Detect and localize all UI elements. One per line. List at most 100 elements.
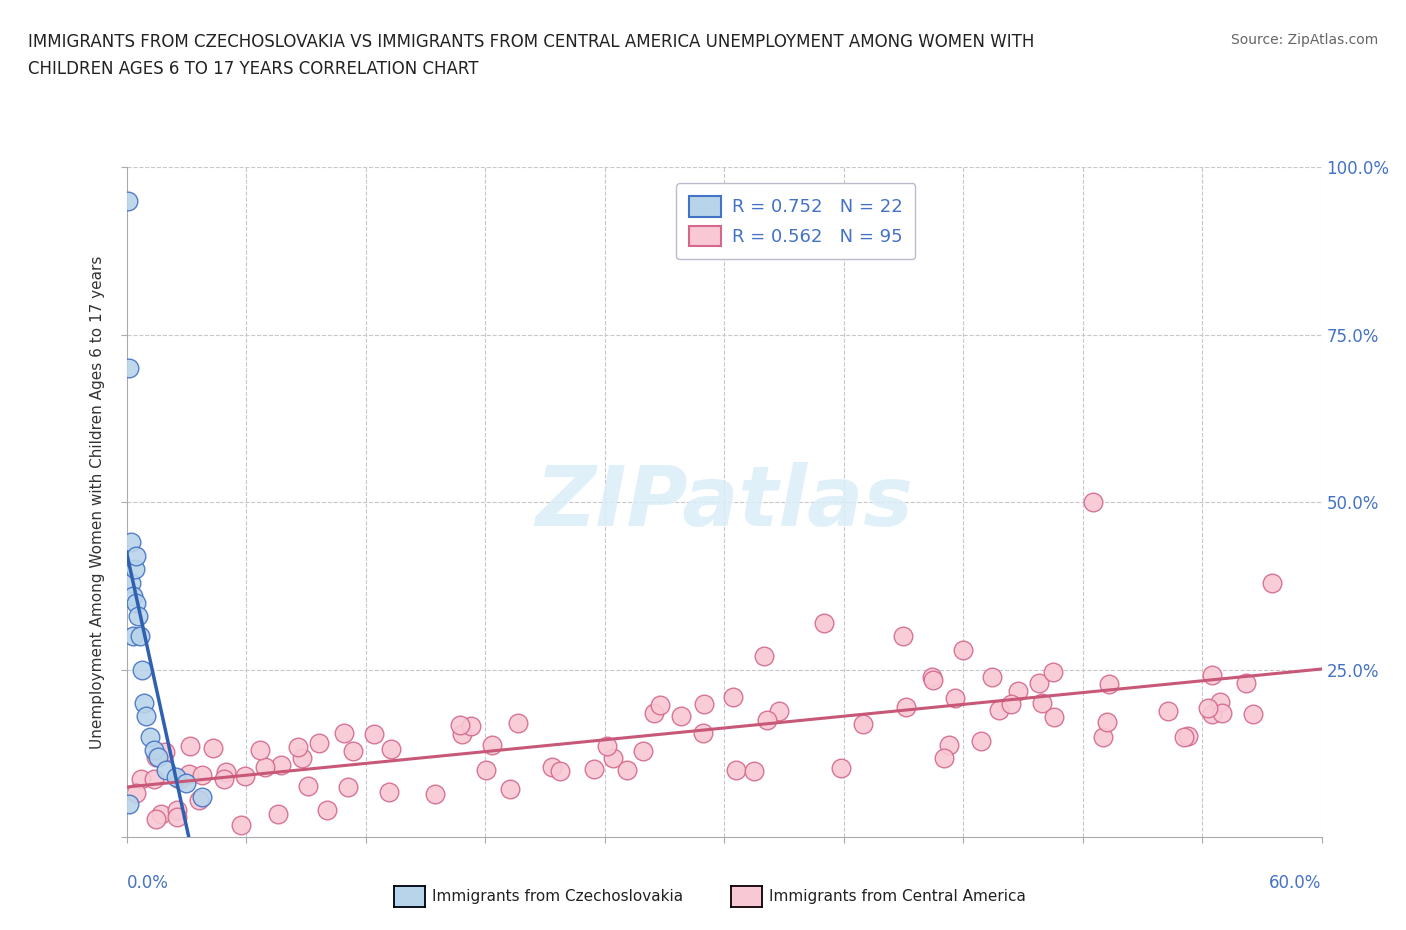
- Point: [233, 769, 256, 784]
- Point: [179, 739, 201, 754]
- Point: [1097, 677, 1119, 692]
- Point: [270, 757, 292, 772]
- Point: [129, 629, 152, 644]
- Text: 60.0%: 60.0%: [1270, 874, 1322, 892]
- Point: [139, 729, 162, 744]
- Point: [131, 772, 153, 787]
- Point: [643, 706, 665, 721]
- Point: [548, 764, 571, 778]
- Point: [134, 696, 156, 711]
- Point: [332, 725, 354, 740]
- Point: [987, 703, 1010, 718]
- Point: [938, 738, 960, 753]
- Point: [692, 725, 714, 740]
- Point: [1234, 676, 1257, 691]
- Point: [721, 689, 744, 704]
- Point: [1201, 668, 1223, 683]
- Point: [540, 760, 562, 775]
- Point: [596, 738, 619, 753]
- Point: [980, 670, 1002, 684]
- Point: [952, 642, 974, 657]
- Point: [449, 717, 471, 732]
- Point: [921, 670, 943, 684]
- Point: [174, 776, 197, 790]
- Point: [1201, 707, 1223, 722]
- Point: [378, 784, 401, 799]
- Point: [1157, 703, 1180, 718]
- Text: IMMIGRANTS FROM CZECHOSLOVAKIA VS IMMIGRANTS FROM CENTRAL AMERICA UNEMPLOYMENT A: IMMIGRANTS FROM CZECHOSLOVAKIA VS IMMIGR…: [28, 33, 1035, 50]
- Point: [481, 737, 503, 752]
- Point: [121, 589, 143, 604]
- Point: [308, 735, 330, 750]
- Point: [249, 743, 271, 758]
- Point: [852, 716, 875, 731]
- Point: [117, 193, 139, 208]
- Point: [1173, 729, 1195, 744]
- Point: [648, 698, 671, 712]
- Point: [922, 672, 945, 687]
- Point: [752, 649, 775, 664]
- Text: Immigrants from Central America: Immigrants from Central America: [769, 889, 1026, 904]
- Point: [143, 742, 166, 757]
- Point: [135, 709, 157, 724]
- Point: [124, 786, 146, 801]
- Point: [167, 772, 190, 787]
- Text: 0.0%: 0.0%: [127, 874, 169, 892]
- Point: [725, 763, 748, 777]
- Point: [120, 575, 142, 590]
- Point: [267, 806, 290, 821]
- Text: CHILDREN AGES 6 TO 17 YEARS CORRELATION CHART: CHILDREN AGES 6 TO 17 YEARS CORRELATION …: [28, 60, 478, 78]
- Text: Source: ZipAtlas.com: Source: ZipAtlas.com: [1230, 33, 1378, 46]
- Point: [117, 361, 139, 376]
- Point: [423, 787, 446, 802]
- Point: [124, 562, 146, 577]
- Point: [287, 739, 309, 754]
- Point: [1081, 495, 1104, 510]
- Point: [187, 792, 209, 807]
- Point: [1042, 664, 1064, 679]
- Point: [380, 741, 402, 756]
- Point: [631, 744, 654, 759]
- Point: [755, 712, 778, 727]
- Point: [342, 744, 364, 759]
- Point: [145, 811, 167, 826]
- Point: [153, 744, 176, 759]
- Point: [1000, 697, 1022, 711]
- Point: [1028, 676, 1050, 691]
- Text: ZIPatlas: ZIPatlas: [536, 461, 912, 543]
- Point: [214, 772, 236, 787]
- Point: [142, 771, 165, 786]
- Point: [191, 790, 214, 804]
- Point: [1092, 729, 1115, 744]
- Point: [120, 535, 142, 550]
- Point: [165, 769, 187, 784]
- Point: [813, 616, 835, 631]
- Point: [499, 781, 522, 796]
- Point: [363, 726, 385, 741]
- Point: [768, 703, 790, 718]
- Point: [1209, 695, 1232, 710]
- Point: [460, 719, 482, 734]
- Point: [943, 691, 966, 706]
- Point: [1241, 707, 1264, 722]
- Point: [932, 751, 955, 765]
- Point: [891, 629, 914, 644]
- Point: [125, 549, 148, 564]
- Point: [582, 761, 605, 776]
- Point: [201, 741, 224, 756]
- Point: [127, 608, 149, 623]
- Point: [131, 662, 153, 677]
- Y-axis label: Unemployment Among Women with Children Ages 6 to 17 years: Unemployment Among Women with Children A…: [90, 256, 105, 749]
- Point: [166, 803, 188, 817]
- Point: [166, 810, 188, 825]
- Point: [451, 727, 474, 742]
- Point: [475, 763, 498, 777]
- Point: [894, 700, 917, 715]
- Point: [616, 763, 638, 777]
- Point: [1261, 575, 1284, 590]
- Point: [337, 779, 360, 794]
- Point: [155, 763, 177, 777]
- Point: [1007, 684, 1029, 698]
- Point: [125, 595, 148, 610]
- Point: [1031, 696, 1053, 711]
